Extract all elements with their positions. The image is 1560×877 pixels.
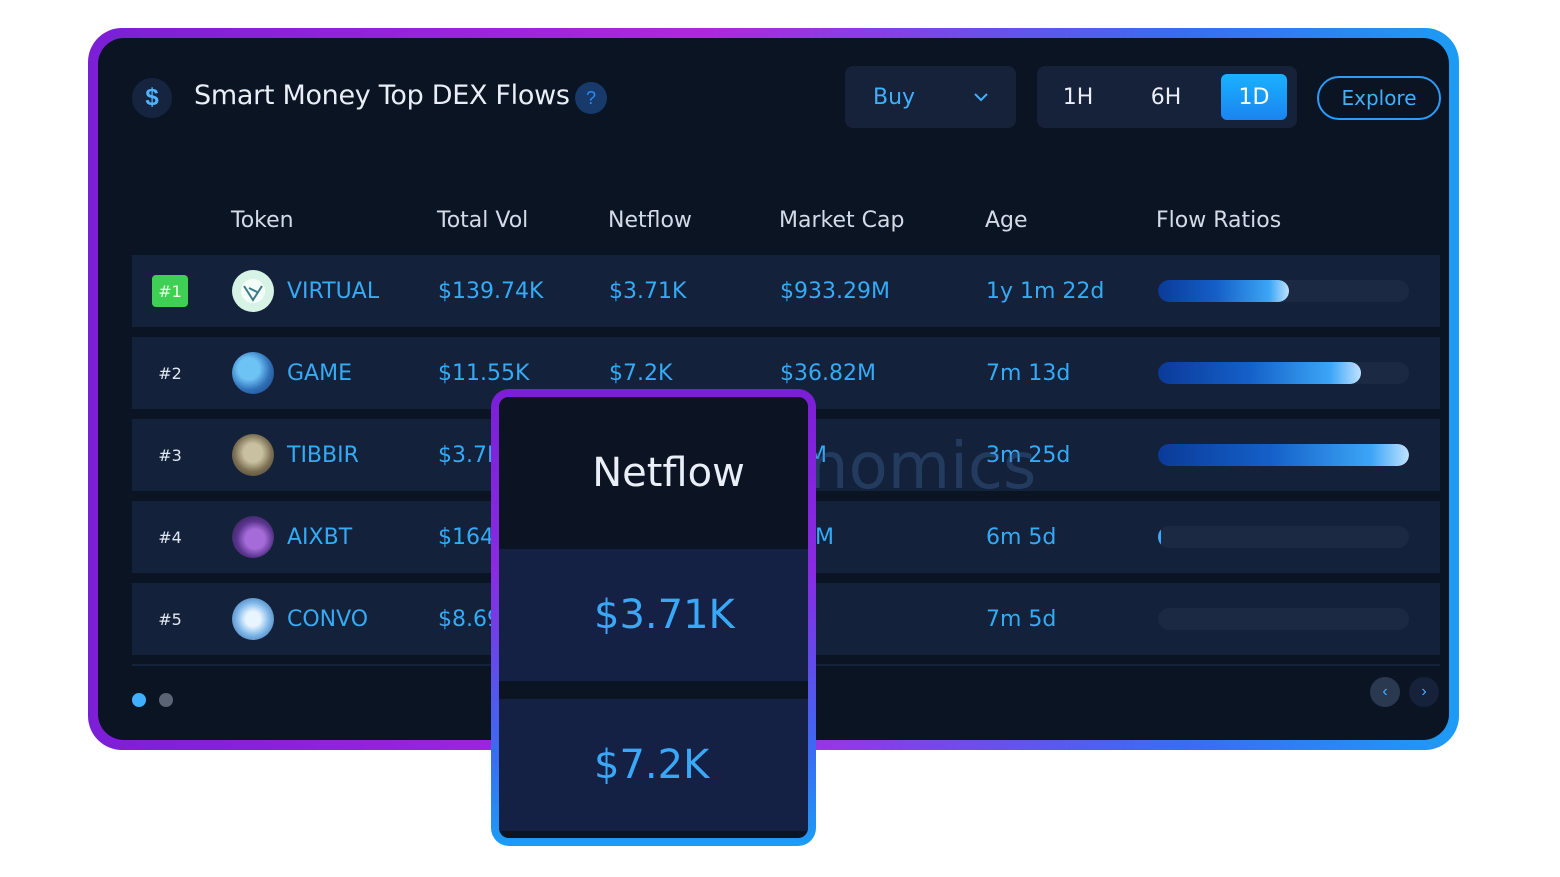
chevron-left-icon[interactable]: ‹ (1370, 677, 1400, 707)
token-name[interactable]: TIBBIR (287, 442, 359, 468)
range-6h[interactable]: 6H (1150, 84, 1182, 110)
token-name[interactable]: VIRTUAL (287, 278, 380, 304)
col-header-netflow: Netflow (608, 208, 692, 233)
col-header-age: Age (985, 208, 1028, 233)
table-row[interactable]: #1 VIRTUAL $139.74K $3.71K $933.29M 1y 1… (132, 255, 1440, 327)
rank-label: #3 (158, 445, 182, 465)
rank-label: #4 (158, 527, 182, 547)
col-header-market-cap: Market Cap (779, 208, 905, 233)
flow-ratio-bar (1158, 526, 1409, 548)
netflow-zoom-callout: Netflow $3.71K $7.2K (491, 389, 816, 846)
token-avatar (232, 516, 274, 558)
explore-button[interactable]: Explore (1317, 76, 1441, 120)
token-name[interactable]: CONVO (287, 606, 369, 632)
flow-ratio-bar (1158, 608, 1409, 630)
page-dot[interactable] (159, 693, 173, 707)
age: 1y 1m 22d (986, 278, 1105, 304)
flow-ratio-fill (1158, 444, 1409, 466)
col-header-total-vol: Total Vol (437, 208, 529, 233)
token-avatar (232, 598, 274, 640)
token-avatar (232, 352, 274, 394)
age: 7m 13d (986, 360, 1071, 386)
age: 7m 5d (986, 606, 1057, 632)
side-select[interactable]: Buy (845, 66, 1016, 128)
total-vol: $8.69 (438, 606, 501, 632)
page-title: Smart Money Top DEX Flows (194, 80, 570, 111)
flow-ratio-bar (1158, 362, 1409, 384)
col-header-flow-ratios: Flow Ratios (1156, 208, 1282, 233)
flow-ratio-fill (1158, 362, 1362, 384)
netflow: $3.71K (609, 278, 687, 304)
rank-badge: #1 (152, 275, 188, 307)
zoom-inner: Netflow $3.71K $7.2K (499, 397, 808, 838)
time-range-group: 1H 6H 1D (1037, 66, 1297, 128)
age: 6m 5d (986, 524, 1057, 550)
page-dot-active[interactable] (132, 693, 146, 707)
token-avatar (232, 434, 274, 476)
market-cap: $36.82M (780, 360, 876, 386)
zoom-header: Netflow (499, 397, 808, 549)
total-vol: $11.55K (438, 360, 530, 386)
rank-label: #2 (158, 363, 182, 383)
zoom-value: $7.2K (499, 699, 808, 831)
dollar-icon: $ (132, 78, 172, 118)
market-cap: $933.29M (780, 278, 890, 304)
range-1h[interactable]: 1H (1062, 84, 1094, 110)
watermark: nomics (808, 430, 1037, 504)
rank-label: #5 (158, 609, 182, 629)
chevron-down-icon (974, 89, 988, 106)
col-header-token: Token (231, 208, 294, 233)
chevron-right-icon[interactable]: › (1409, 677, 1439, 707)
flow-ratio-bar (1158, 280, 1409, 302)
flow-ratio-fill (1158, 526, 1161, 548)
total-vol: $139.74K (438, 278, 544, 304)
range-1d[interactable]: 1D (1221, 74, 1287, 120)
question-icon[interactable]: ? (575, 82, 607, 114)
side-select-value: Buy (873, 84, 916, 110)
netflow: $7.2K (609, 360, 673, 386)
token-name[interactable]: GAME (287, 360, 352, 386)
token-name[interactable]: AIXBT (287, 524, 353, 550)
zoom-value: $3.71K (499, 549, 808, 681)
age: 3m 25d (986, 442, 1071, 468)
total-vol: $3.7K (438, 442, 502, 468)
token-avatar (232, 270, 274, 312)
flow-ratio-bar (1158, 444, 1409, 466)
flow-ratio-fill (1158, 280, 1289, 302)
